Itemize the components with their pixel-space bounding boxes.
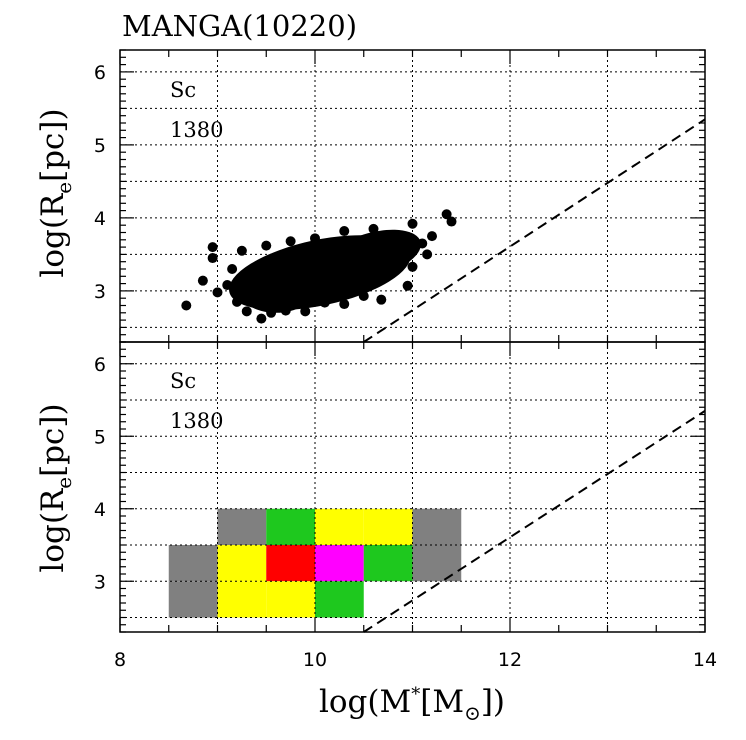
scatter-point-25 — [339, 226, 350, 237]
scatter-point-40 — [383, 264, 394, 274]
scatter-point-2 — [207, 242, 218, 253]
heatmap-cell-0 — [217, 508, 267, 545]
heatmap-cell-1 — [266, 508, 315, 545]
heatmap-cell-14 — [315, 581, 364, 618]
scatter-point-47 — [344, 282, 355, 293]
heatmap-type-label: Sc — [170, 369, 196, 393]
scatter-point-20 — [446, 216, 457, 227]
scatter-point-16 — [402, 280, 413, 291]
y-tick-label-6: 6 — [94, 62, 106, 84]
heatmap-cell-9 — [363, 545, 413, 582]
scatter-point-35 — [388, 245, 398, 256]
scatter-point-30 — [241, 267, 252, 278]
scatter-point-44 — [358, 240, 369, 251]
x-tick-label-10: 10 — [303, 649, 327, 671]
heatmap-cell-11 — [168, 581, 218, 618]
scatter-point-17 — [407, 261, 418, 272]
x-axis-label: log(M*[M⊙]) — [319, 684, 505, 725]
heatmap-cell-3 — [363, 508, 413, 545]
scatter-point-22 — [407, 218, 418, 229]
scatter-point-34 — [358, 253, 369, 264]
scatter-point-12 — [319, 297, 330, 308]
y-tick-label-5: 5 — [94, 135, 106, 157]
scatter-point-28 — [261, 240, 272, 251]
y-axis-label-top: log(Re[pc]) — [35, 108, 76, 277]
scatter-density-core-left — [237, 261, 315, 313]
scatter-point-3 — [207, 253, 218, 264]
scatter-point-7 — [241, 306, 252, 317]
scatter-point-45 — [227, 264, 238, 274]
scatter-count-label: 1380 — [170, 118, 223, 142]
y-tick-label-3: 3 — [94, 281, 106, 303]
y-tick-label-4: 4 — [94, 499, 106, 521]
heatmap-cell-4 — [412, 508, 462, 545]
scatter-point-21 — [427, 231, 437, 242]
heatmap-cell-6 — [217, 545, 267, 582]
scatter-point-42 — [295, 253, 306, 264]
scatter-point-14 — [358, 291, 369, 302]
heatmap-cell-5 — [168, 545, 218, 582]
scatter-point-15 — [376, 294, 387, 305]
scatter-type-label: Sc — [170, 78, 196, 102]
reference-line — [363, 118, 706, 343]
scatter-point-4 — [212, 287, 223, 298]
scatter-point-39 — [353, 271, 364, 282]
heatmap-cell-7 — [266, 545, 315, 582]
scatter-point-46 — [417, 238, 428, 249]
y-tick-label-4: 4 — [94, 208, 106, 230]
scatter-point-0 — [181, 300, 192, 311]
scatter-point-36 — [251, 289, 262, 300]
scatter-point-26 — [310, 233, 320, 244]
heatmap-cell-12 — [217, 581, 267, 618]
heatmap-cell-13 — [266, 581, 315, 618]
scatter-panel: 3 4 5 6 Sc 1380 — [94, 49, 706, 343]
scatter-point-1 — [197, 275, 208, 286]
scatter-point-13 — [339, 299, 350, 310]
y-axis-label-bottom: log(Re[pc]) — [35, 403, 76, 572]
y-tick-label-6: 6 — [94, 354, 106, 376]
scatter-point-43 — [324, 245, 335, 256]
heatmap-cell-2 — [315, 508, 364, 545]
scatter-point-23 — [397, 231, 408, 242]
heatmap-panel: 3 4 5 6 8 10 12 14 Sc 1380 — [94, 341, 717, 671]
y-tick-label-5: 5 — [94, 426, 106, 448]
heatmap-count-label: 1380 — [170, 409, 223, 433]
scatter-point-24 — [368, 223, 379, 234]
scatter-point-31 — [271, 274, 281, 285]
scatter-point-27 — [285, 236, 296, 247]
scatter-point-18 — [422, 249, 433, 260]
chart-title: MANGA(10220) — [122, 9, 357, 43]
scatter-point-38 — [319, 278, 330, 289]
scatter-point-32 — [300, 267, 311, 278]
x-tick-label-12: 12 — [498, 649, 522, 671]
heatmap-cell-8 — [315, 545, 364, 582]
scatter-point-11 — [300, 306, 311, 317]
scatter-density-core-right — [326, 229, 421, 280]
scatter-point-9 — [266, 307, 277, 318]
heatmap-cell-10 — [412, 545, 462, 582]
scatter-point-6 — [232, 296, 242, 307]
x-tick-label-8: 8 — [114, 649, 126, 671]
scatter-point-19 — [441, 209, 452, 220]
x-tick-label-14: 14 — [693, 649, 717, 671]
scatter-point-33 — [329, 260, 340, 271]
scatter-point-37 — [285, 282, 296, 293]
reference-line — [363, 410, 706, 633]
scatter-point-41 — [266, 256, 277, 267]
scatter-point-29 — [236, 245, 247, 256]
scatter-point-8 — [256, 313, 267, 324]
y-tick-label-3: 3 — [94, 571, 106, 593]
scatter-point-5 — [222, 280, 233, 291]
scatter-point-10 — [280, 305, 291, 316]
